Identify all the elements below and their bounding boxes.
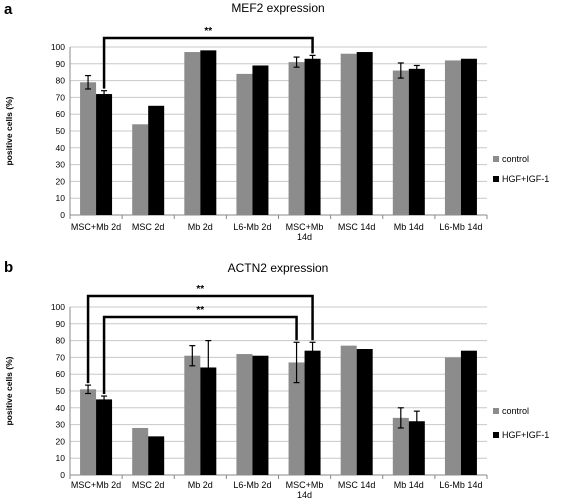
bar-control [236, 354, 253, 475]
y-tick-label: 30 [56, 160, 66, 170]
bar-hgf-igf1 [252, 355, 269, 475]
legend-label: HGF+IGF-1 [502, 430, 549, 440]
x-category-label: Mb 14d [394, 222, 424, 232]
bar-hgf-igf1 [252, 65, 269, 215]
y-tick-label: 90 [56, 59, 66, 69]
chart-title: MEF2 expression [231, 1, 324, 15]
y-tick-label: 100 [51, 42, 65, 52]
y-tick-label: 90 [56, 319, 66, 329]
bar-control [236, 73, 253, 215]
significance-bracket [102, 36, 314, 89]
bar-hgf-igf1 [460, 350, 477, 475]
bar-control [288, 362, 305, 475]
bar-control [340, 53, 357, 215]
x-category-label: L6-Mb 14d [439, 480, 482, 490]
x-category-label: MSC 14d [338, 222, 376, 232]
y-tick-label: 0 [60, 210, 65, 220]
bar-hgf-igf1 [460, 58, 477, 216]
y-tick-label: 30 [56, 420, 66, 430]
bar-hgf-igf1 [200, 367, 217, 475]
legend-swatch-control [493, 156, 499, 162]
bar-control [288, 62, 305, 216]
x-category-label: MSC+Mb 14d [286, 480, 324, 498]
x-category-label: MSC 2d [132, 222, 165, 232]
y-tick-label: 50 [56, 386, 66, 396]
panel-label: a [4, 1, 13, 18]
x-category-label: L6-Mb 2d [233, 222, 271, 232]
bar-control [132, 427, 149, 475]
y-tick-label: 40 [56, 143, 66, 153]
y-tick-label: 100 [51, 302, 65, 312]
x-category-label: Mb 2d [188, 480, 213, 490]
bar-control [132, 124, 149, 215]
bar-control [444, 357, 461, 475]
bar-hgf-igf1 [408, 421, 425, 475]
significance-label: ** [204, 26, 212, 37]
bar-control [392, 417, 409, 475]
significance-bracket [102, 315, 298, 395]
y-tick-label: 20 [56, 176, 66, 186]
significance-bracket [86, 294, 314, 384]
legend-label: control [502, 406, 529, 416]
x-category-label: MSC 14d [338, 480, 376, 490]
legend-swatch-hgf-igf1 [493, 176, 499, 182]
bar-control [340, 345, 357, 475]
bar-control [184, 52, 201, 215]
bar-hgf-igf1 [356, 349, 373, 475]
legend-swatch-hgf-igf1 [493, 432, 499, 438]
x-category-label: L6-Mb 2d [233, 480, 271, 490]
legend-swatch-control [493, 408, 499, 414]
legend-label: control [502, 154, 529, 164]
y-axis-label: positive cells (%) [4, 356, 14, 425]
bar-hgf-igf1 [148, 436, 165, 475]
significance-label: ** [196, 284, 204, 295]
y-tick-label: 60 [56, 369, 66, 379]
bar-control [80, 82, 97, 215]
x-category-label: MSC 2d [132, 480, 165, 490]
y-tick-label: 10 [56, 193, 66, 203]
panel-label: b [4, 259, 13, 276]
y-tick-label: 0 [60, 470, 65, 480]
significance-label: ** [196, 305, 204, 316]
y-tick-label: 10 [56, 453, 66, 463]
bar-control [444, 60, 461, 215]
y-tick-label: 60 [56, 109, 66, 119]
bar-hgf-igf1 [96, 94, 113, 215]
bar-hgf-igf1 [96, 399, 113, 475]
bar-hgf-igf1 [356, 52, 373, 215]
y-tick-label: 50 [56, 126, 66, 136]
y-tick-label: 70 [56, 352, 66, 362]
x-category-label: MSC+Mb 2d [71, 222, 121, 232]
bar-hgf-igf1 [304, 58, 321, 216]
x-category-label: L6-Mb 14d [439, 222, 482, 232]
x-category-label: MSC+Mb 2d [71, 480, 121, 490]
legend-label: HGF+IGF-1 [502, 174, 549, 184]
bar-hgf-igf1 [200, 50, 217, 215]
bar-hgf-igf1 [304, 350, 321, 475]
y-tick-label: 70 [56, 92, 66, 102]
bar-control [80, 389, 97, 475]
y-tick-label: 80 [56, 76, 66, 86]
bar-hgf-igf1 [408, 68, 425, 215]
bar-control [392, 70, 409, 216]
chart-title: ACTN2 expression [228, 261, 329, 275]
y-tick-label: 80 [56, 336, 66, 346]
x-category-label: Mb 2d [188, 222, 213, 232]
y-axis-label: positive cells (%) [4, 96, 14, 165]
bar-control [184, 355, 201, 475]
y-tick-label: 20 [56, 436, 66, 446]
y-tick-label: 40 [56, 403, 66, 413]
x-category-label: MSC+Mb 14d [286, 222, 324, 242]
x-category-label: Mb 14d [394, 480, 424, 490]
bar-hgf-igf1 [148, 105, 165, 215]
